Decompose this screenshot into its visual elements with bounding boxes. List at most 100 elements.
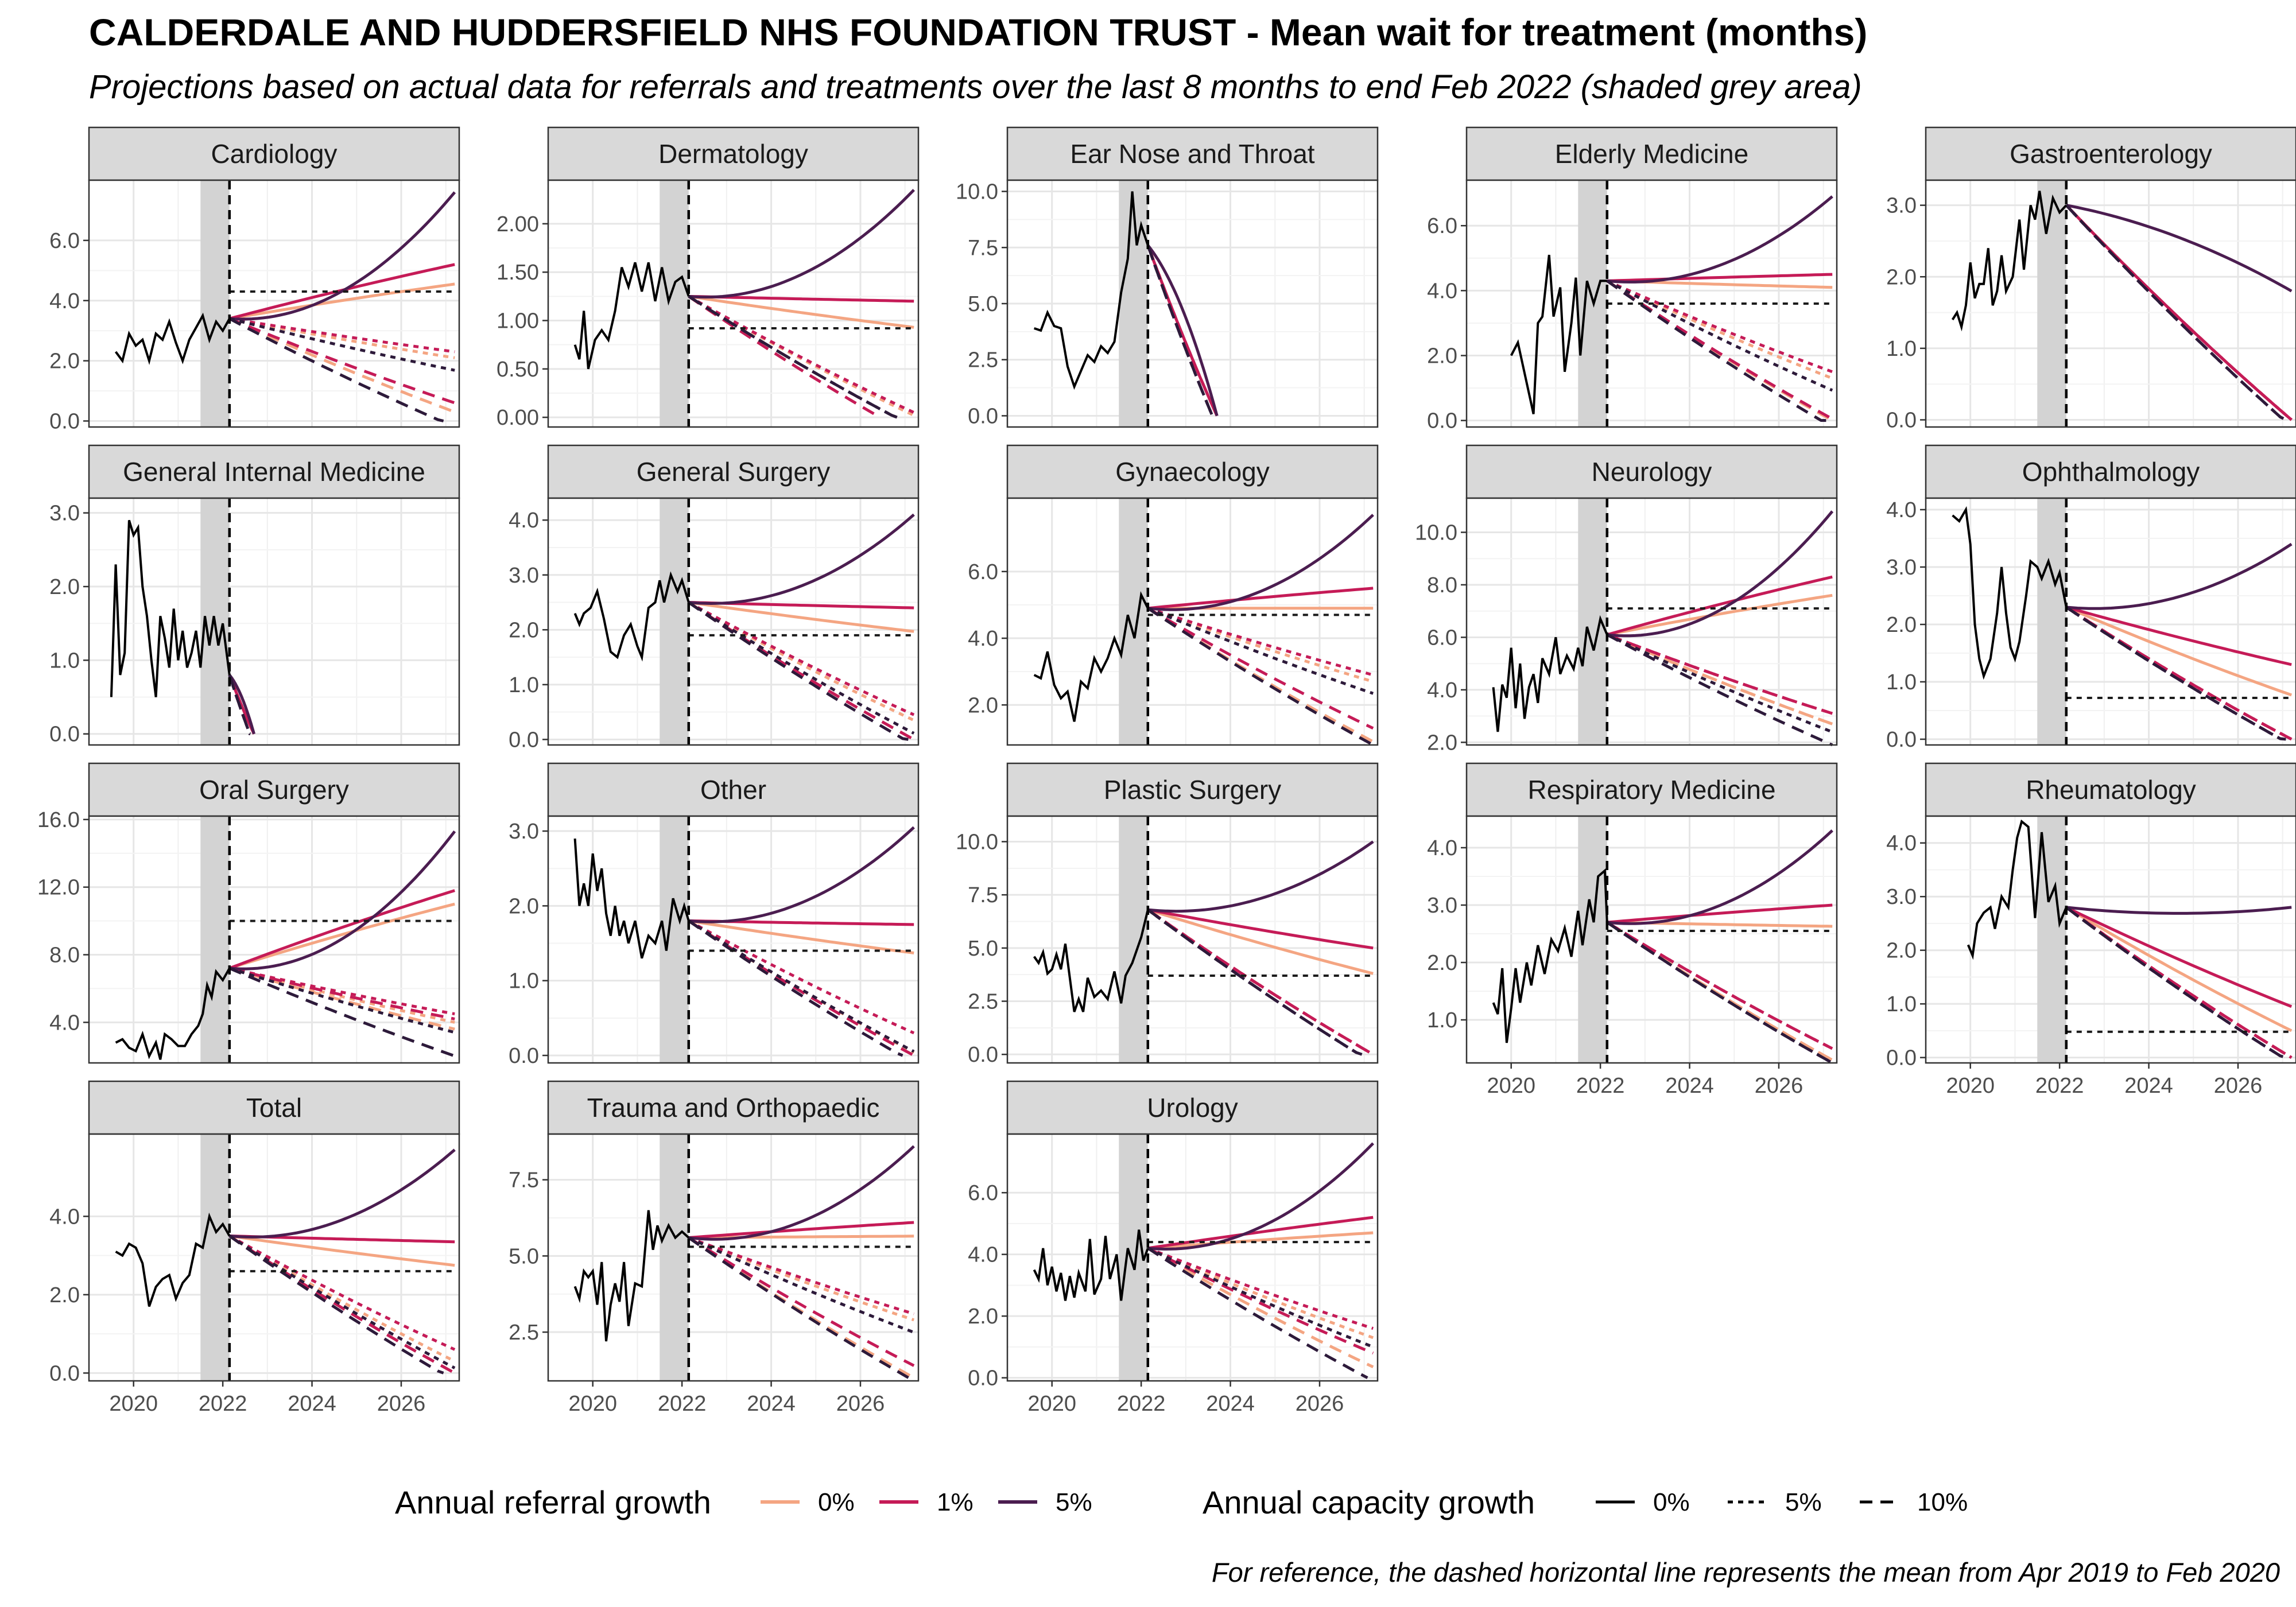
y-tick-label: 3.0 xyxy=(1886,556,1917,580)
projection-line xyxy=(688,189,915,299)
facet-strip xyxy=(88,444,460,499)
shaded-period xyxy=(200,180,230,427)
projection-line xyxy=(229,317,455,354)
facet-strip-label: Dermatology xyxy=(658,139,808,169)
actual-line xyxy=(1033,1229,1149,1301)
projection-line xyxy=(1147,607,1374,695)
y-tick-label: 6.0 xyxy=(1427,214,1457,238)
actual-line xyxy=(1033,191,1149,390)
facet-strip xyxy=(547,1080,920,1135)
facet-panel-respiratory-medicine: Respiratory Medicine 1.0 2.0 3.0 4.0 2020 2022… xyxy=(1427,762,1838,1098)
y-tick-label: 4.0 xyxy=(49,1205,80,1229)
projection-line xyxy=(1147,909,1363,1056)
facet-strip xyxy=(1006,126,1379,181)
y-tick-label: 6.0 xyxy=(968,1181,998,1205)
projection-line xyxy=(1606,921,1833,1050)
facet-panel-general-surgery: General Surgery 0.0 1.0 2.0 3.0 4.0 xyxy=(509,444,920,752)
x-tick-label: 2026 xyxy=(2214,1074,2263,1098)
y-tick-label: 6.0 xyxy=(1427,626,1457,650)
projection-line xyxy=(229,317,455,359)
projection-line xyxy=(688,295,915,414)
y-tick-label: 4.0 xyxy=(1427,279,1457,303)
y-tick-label: 2.00 xyxy=(497,212,539,236)
y-tick-label: 4.0 xyxy=(1427,836,1457,860)
legend-label-capacity: 10% xyxy=(1917,1488,1968,1516)
projection-line xyxy=(1146,244,1219,417)
x-tick-label: 2026 xyxy=(377,1392,426,1416)
panel-border xyxy=(547,497,920,746)
projection-line xyxy=(2065,906,2287,1059)
projection-line xyxy=(1147,514,1374,611)
projection-line xyxy=(688,513,915,605)
projection-line xyxy=(1606,633,1833,733)
facet-panel-ear-nose-and-throat: Ear Nose and Throat 0.0 2.5 5.0 7.5 10.0 xyxy=(956,126,1379,428)
y-tick-label: 0.50 xyxy=(497,358,539,382)
projection-line xyxy=(1147,1216,1374,1250)
y-tick-label: 10.0 xyxy=(956,180,998,204)
projection-line xyxy=(2066,542,2293,610)
x-tick-label: 2024 xyxy=(1665,1074,1714,1098)
legend-capacity-title: Annual capacity growth xyxy=(1203,1484,1535,1520)
projection-line xyxy=(229,966,455,1034)
panel-border xyxy=(88,179,460,428)
facet-strip xyxy=(88,762,460,817)
y-tick-label: 0.0 xyxy=(968,1043,998,1067)
y-tick-label: 10.0 xyxy=(956,830,998,854)
projection-line xyxy=(1147,908,1374,950)
shaded-period xyxy=(660,180,689,427)
y-tick-label: 2.0 xyxy=(509,618,539,642)
x-tick-label: 2022 xyxy=(2035,1074,2084,1098)
facet-strip-label: Urology xyxy=(1147,1093,1238,1123)
legend-label-capacity: 5% xyxy=(1785,1488,1822,1516)
x-tick-label: 2020 xyxy=(1487,1074,1535,1098)
projection-line xyxy=(1607,195,1833,284)
facet-strip-label: Respiratory Medicine xyxy=(1527,775,1775,805)
y-tick-label: 0.0 xyxy=(968,1367,998,1391)
projection-line xyxy=(688,601,914,633)
y-tick-label: 2.0 xyxy=(1886,939,1917,963)
projection-line xyxy=(229,830,456,971)
facet-strip-label: Trauma and Orthopaedic xyxy=(587,1093,880,1123)
panel-border xyxy=(1925,815,2296,1064)
y-tick-label: 1.0 xyxy=(49,649,80,673)
y-tick-label: 2.0 xyxy=(1427,731,1457,755)
actual-line xyxy=(1951,191,2068,332)
projection-line xyxy=(1607,510,1834,638)
y-tick-label: 2.5 xyxy=(509,1321,539,1345)
y-tick-label: 4.0 xyxy=(968,627,998,651)
facet-panel-cardiology: Cardiology 0.0 2.0 4.0 6.0 xyxy=(49,126,460,434)
y-tick-label: 0.0 xyxy=(509,728,539,752)
y-tick-label: 2.0 xyxy=(509,894,539,918)
y-tick-label: 2.0 xyxy=(49,575,80,599)
projection-line xyxy=(688,1236,914,1315)
facet-strip xyxy=(1465,126,1838,181)
actual-line xyxy=(1952,506,2068,680)
shaded-period xyxy=(200,816,230,1063)
projection-line xyxy=(688,1236,915,1383)
facet-strip-label: Other xyxy=(700,775,766,805)
projection-line xyxy=(2065,906,2293,1032)
shaded-period xyxy=(660,1134,689,1381)
legend-label-referral: 0% xyxy=(818,1488,855,1516)
shaded-period xyxy=(2037,498,2066,745)
facet-strip xyxy=(1925,126,2296,181)
projection-line xyxy=(688,1221,914,1239)
facet-strip-label: Ear Nose and Throat xyxy=(1070,139,1314,169)
projection-line xyxy=(688,601,909,741)
y-tick-label: 0.0 xyxy=(968,404,998,428)
x-tick-label: 2024 xyxy=(1206,1392,1255,1416)
projection-line xyxy=(688,295,881,419)
y-tick-label: 0.0 xyxy=(1886,728,1917,752)
panel-background xyxy=(548,1134,918,1381)
y-tick-label: 7.5 xyxy=(968,236,998,260)
facet-panel-rheumatology: Rheumatology 0.0 1.0 2.0 3.0 4.0 2020 2022 2024 2… xyxy=(1886,762,2296,1098)
projection-line xyxy=(2065,906,2293,1008)
facet-strip-label: Elderly Medicine xyxy=(1555,139,1748,169)
y-tick-label: 8.0 xyxy=(49,944,80,968)
actual-line xyxy=(115,968,231,1060)
projection-line xyxy=(688,601,915,716)
x-tick-label: 2026 xyxy=(1296,1392,1344,1416)
panel-border xyxy=(547,179,920,428)
facet-panel-general-internal-medicine: General Internal Medicine 0.0 1.0 2.0 3.0 xyxy=(49,444,460,747)
y-tick-label: 2.5 xyxy=(968,348,998,372)
